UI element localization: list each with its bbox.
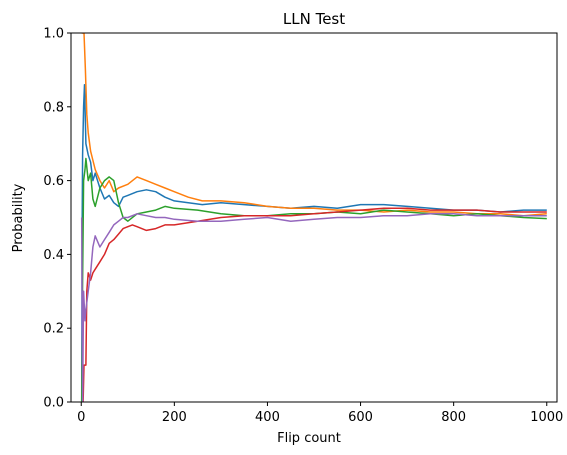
series-line-4 bbox=[81, 207, 547, 402]
series-line-5 bbox=[80, 213, 547, 402]
x-axis: 0 200 400 600 800 1000 bbox=[77, 402, 563, 425]
x-tick-label: 800 bbox=[441, 410, 466, 425]
y-axis: 0.0 0.2 0.4 0.6 0.8 1.0 bbox=[43, 27, 71, 411]
y-tick-label: 0.4 bbox=[43, 248, 64, 263]
x-tick-label: 200 bbox=[162, 410, 187, 425]
x-tick-label: 1000 bbox=[530, 410, 563, 425]
series-layer bbox=[80, 33, 547, 402]
x-tick-label: 0 bbox=[77, 410, 85, 425]
series-line-3 bbox=[80, 157, 547, 402]
x-axis-label: Flip count bbox=[277, 431, 341, 446]
x-tick-label: 400 bbox=[255, 410, 280, 425]
y-tick-label: 0.8 bbox=[43, 100, 64, 115]
series-line-1 bbox=[80, 83, 547, 402]
series-line-2 bbox=[81, 33, 547, 217]
plot-frame bbox=[70, 32, 558, 403]
y-tick-label: 0.6 bbox=[43, 174, 64, 189]
y-tick-label: 0.2 bbox=[43, 322, 64, 337]
y-tick-label: 1.0 bbox=[43, 27, 64, 42]
y-axis-label: Probability bbox=[11, 183, 26, 252]
y-tick-label: 0.0 bbox=[43, 396, 64, 411]
chart-title: LLN Test bbox=[283, 10, 345, 28]
x-tick-label: 600 bbox=[348, 410, 373, 425]
